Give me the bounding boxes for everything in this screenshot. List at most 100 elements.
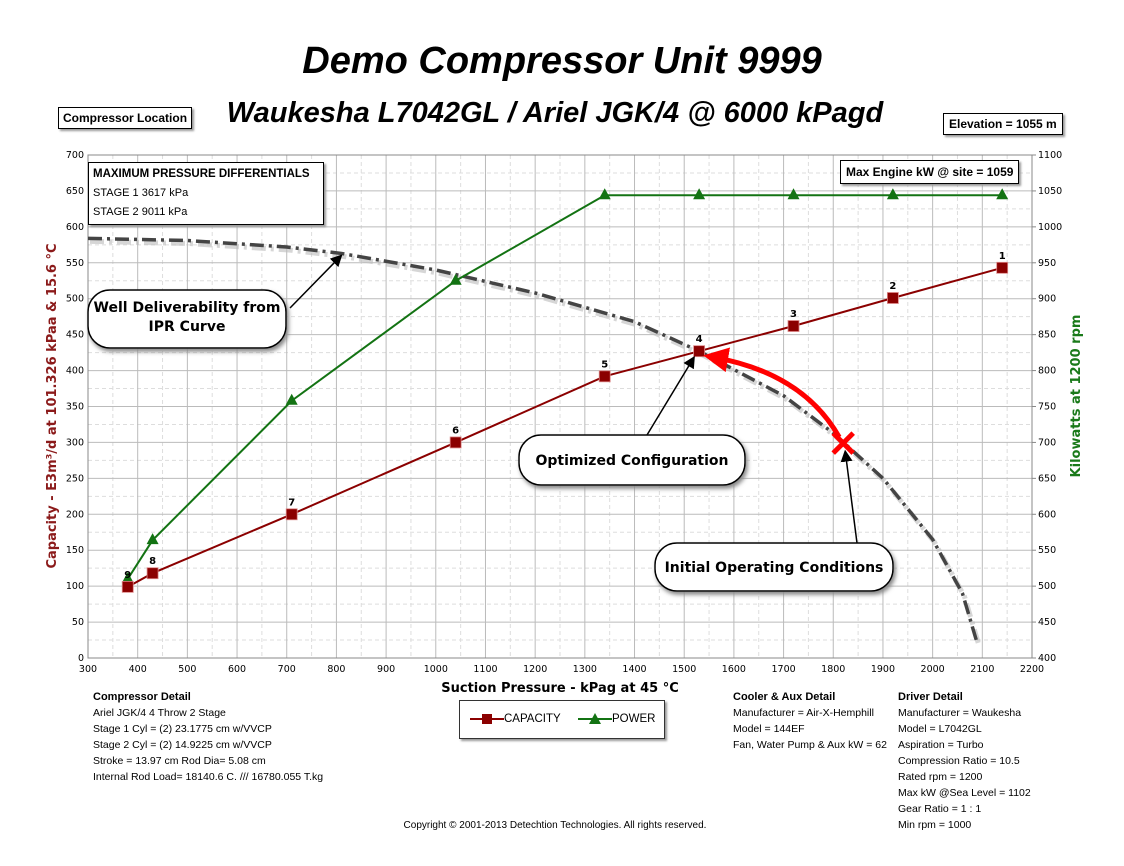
compressor-detail-line: Stroke = 13.97 cm Rod Dia= 5.08 cm bbox=[93, 755, 266, 767]
ipr-curve-line bbox=[87, 236, 980, 645]
capacity-marker bbox=[285, 508, 298, 521]
x-tick-label: 900 bbox=[377, 664, 395, 675]
power-marker bbox=[121, 571, 134, 583]
x-tick-label: 1600 bbox=[722, 664, 746, 675]
point-label: 7 bbox=[288, 497, 295, 508]
compressor-detail-line: Ariel JGK/4 4 Throw 2 Stage bbox=[93, 707, 226, 719]
point-label: 5 bbox=[601, 359, 608, 370]
driver-detail-line: Manufacturer = Waukesha bbox=[898, 707, 1022, 719]
copyright: Copyright © 2001-2013 Detechtion Technol… bbox=[403, 820, 707, 831]
chart-subtitle: Waukesha L7042GL / Ariel JGK/4 @ 6000 kP… bbox=[226, 97, 884, 129]
y-tick-label: 250 bbox=[66, 473, 84, 484]
x-tick-label: 2200 bbox=[1020, 664, 1044, 675]
ipr-curve bbox=[87, 236, 982, 648]
driver-detail-line: Aspiration = Turbo bbox=[898, 739, 984, 751]
ipr-callout-arrow bbox=[289, 254, 343, 309]
y2-tick-label: 800 bbox=[1038, 366, 1056, 377]
max-pressure-differentials-box: MAXIMUM PRESSURE DIFFERENTIALS STAGE 1 3… bbox=[88, 162, 324, 225]
y-tick-label: 50 bbox=[72, 617, 84, 628]
y2-tick-label: 1100 bbox=[1038, 150, 1062, 161]
compressor-location-box: Compressor Location bbox=[58, 107, 193, 129]
power-marker bbox=[787, 188, 800, 200]
y-axis-label: Capacity - E3m³/d at 101.326 kPaa & 15.6… bbox=[45, 243, 60, 568]
cooler-detail-line: Model = 144EF bbox=[733, 723, 805, 735]
point-label: 2 bbox=[889, 281, 896, 292]
optimized-callout-box bbox=[518, 434, 746, 486]
power-marker bbox=[146, 533, 159, 545]
initial-condition-x-icon bbox=[831, 431, 855, 455]
y-tick-label: 450 bbox=[66, 330, 84, 341]
ipr-callout-text: Well Deliverability from IPR Curve bbox=[94, 300, 281, 335]
y-tick-label: 550 bbox=[66, 258, 84, 269]
y-tick-label: 200 bbox=[66, 509, 84, 520]
x-axis-label: Suction Pressure - kPag at 45 °C bbox=[441, 681, 678, 696]
x-tick-label: 1400 bbox=[622, 664, 646, 675]
x-tick-label: 400 bbox=[129, 664, 147, 675]
y2-tick-label: 650 bbox=[1038, 473, 1056, 484]
capacity-legend-marker bbox=[470, 714, 504, 724]
capacity-marker bbox=[886, 292, 899, 304]
plot-area-border bbox=[87, 154, 1033, 659]
y2-tick-label: 500 bbox=[1038, 581, 1056, 592]
x-tick-label: 1500 bbox=[672, 664, 696, 675]
compressor-detail-line: Internal Rod Load= 18140.6 C. /// 16780.… bbox=[93, 771, 324, 783]
point-label: 3 bbox=[790, 309, 797, 320]
y2-tick-label: 1050 bbox=[1038, 186, 1062, 197]
optimized-callout-arrow bbox=[646, 355, 695, 436]
stage2-pressure: STAGE 2 9011 kPa bbox=[93, 206, 188, 218]
ipr-callout-box bbox=[87, 289, 287, 349]
x-tick-label: 600 bbox=[228, 664, 246, 675]
y-tick-label: 150 bbox=[66, 545, 84, 556]
highlight-arrow bbox=[703, 347, 842, 439]
legend-label-power: POWER bbox=[612, 713, 656, 725]
stage1-pressure: STAGE 1 3617 kPa bbox=[93, 187, 189, 199]
y2-tick-label: 1000 bbox=[1038, 222, 1062, 233]
driver-detail-line: Max kW @Sea Level = 1102 bbox=[898, 787, 1031, 799]
point-label: 6 bbox=[452, 425, 459, 436]
legend-item-power: POWER bbox=[578, 712, 655, 726]
y2-tick-label: 900 bbox=[1038, 294, 1056, 305]
initial-callout-text: Initial Operating Conditions bbox=[665, 560, 884, 576]
y-tick-label: 300 bbox=[66, 437, 84, 448]
y2-tick-label: 400 bbox=[1038, 653, 1056, 664]
x-tick-label: 1200 bbox=[523, 664, 547, 675]
y-tick-label: 700 bbox=[66, 150, 84, 161]
x-tick-label: 1900 bbox=[871, 664, 895, 675]
y-tick-label: 350 bbox=[66, 402, 84, 413]
pressure-box-title: MAXIMUM PRESSURE DIFFERENTIALS bbox=[93, 168, 310, 180]
x-tick-label: 1800 bbox=[821, 664, 845, 675]
elevation-box: Elevation = 1055 m bbox=[943, 113, 1063, 135]
driver-detail-line: Compression Ratio = 10.5 bbox=[898, 755, 1020, 767]
y2-tick-label: 450 bbox=[1038, 617, 1056, 628]
legend-item-capacity: CAPACITY bbox=[470, 712, 561, 726]
capacity-marker bbox=[996, 261, 1009, 274]
ipr-curve-shadow bbox=[89, 238, 982, 648]
driver-detail-line: Model = L7042GL bbox=[898, 723, 982, 735]
initial-callout-box bbox=[654, 542, 894, 592]
power-marker bbox=[449, 273, 462, 285]
power-marker bbox=[996, 188, 1009, 200]
driver-detail-heading: Driver Detail bbox=[898, 691, 963, 703]
y2-tick-label: 750 bbox=[1038, 402, 1056, 413]
compressor-detail: Compressor Detail Ariel JGK/4 4 Throw 2 … bbox=[93, 689, 323, 785]
x-tick-label: 1100 bbox=[473, 664, 497, 675]
driver-detail-line: Min rpm = 1000 bbox=[898, 819, 972, 831]
optimized-callout-text: Optimized Configuration bbox=[536, 453, 729, 469]
x-tick-label: 500 bbox=[178, 664, 196, 675]
y2-axis-label: Kilowatts at 1200 rpm bbox=[1069, 315, 1084, 478]
x-tick-label: 1300 bbox=[573, 664, 597, 675]
x-tick-label: 700 bbox=[278, 664, 296, 675]
driver-detail-line: Rated rpm = 1200 bbox=[898, 771, 983, 783]
cooler-detail: Cooler & Aux Detail Manufacturer = Air-X… bbox=[733, 689, 887, 753]
x-tick-label: 1000 bbox=[424, 664, 448, 675]
point-label: 9 bbox=[124, 570, 131, 581]
legend-label-capacity: CAPACITY bbox=[504, 713, 561, 725]
annotations: Well Deliverability from IPR Curve Optimiz… bbox=[87, 254, 894, 592]
y-tick-label: 650 bbox=[66, 186, 84, 197]
point-label: 1 bbox=[999, 251, 1006, 262]
legend: CAPACITY POWER bbox=[459, 700, 665, 739]
initial-callout-arrow bbox=[840, 449, 858, 544]
y-tick-label: 600 bbox=[66, 222, 84, 233]
y2-tick-label: 850 bbox=[1038, 330, 1056, 341]
y-tick-label: 0 bbox=[78, 653, 84, 664]
